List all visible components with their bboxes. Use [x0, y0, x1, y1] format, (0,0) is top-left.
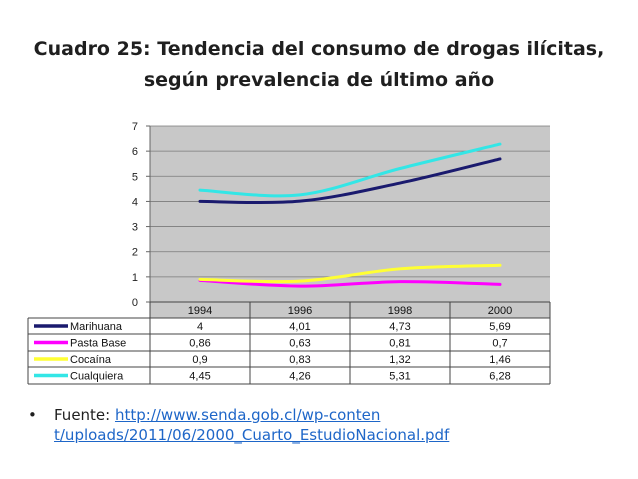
data-label-2-0: 0,9 — [192, 354, 207, 366]
data-label-3-2: 5,31 — [389, 371, 410, 383]
y-tick-label-2: 2 — [132, 247, 138, 259]
x-tick-label-0: 1994 — [188, 305, 212, 317]
source-label: Fuente: — [54, 406, 115, 424]
legend-label-2: Cocaína — [70, 354, 112, 366]
x-tick-label-1: 1996 — [288, 305, 312, 317]
source-link[interactable]: http://www.senda.gob.cl/wp-conten — [114, 406, 381, 424]
y-tick-label-1: 1 — [132, 272, 138, 284]
series-lines — [198, 142, 502, 288]
legend-label-1: Pasta Base — [70, 338, 126, 350]
y-axis: 0 1 2 3 4 5 6 7 — [132, 121, 151, 309]
bullet: • — [28, 406, 37, 424]
data-label-1-2: 0,81 — [389, 338, 410, 350]
data-label-0-2: 4,73 — [389, 321, 410, 333]
series-line-1 — [198, 278, 502, 288]
series-line-2 — [198, 263, 502, 284]
chart-title-line-2: según prevalencia de último año — [143, 69, 495, 91]
legend-label-0: Marihuana — [70, 321, 123, 333]
y-tick-label-3: 3 — [132, 222, 138, 234]
y-tick-label-5: 5 — [132, 171, 138, 183]
data-label-0-0: 4 — [197, 321, 203, 333]
source-link-continued[interactable]: t/uploads/2011/06/2000_Cuarto_EstudioNac… — [54, 426, 450, 444]
data-table: 1994 1996 1998 2000 Marihuana 4 4,01 4,73 5,69 Pa… — [27, 301, 551, 385]
gridlines — [150, 125, 550, 303]
series-line-3 — [198, 142, 502, 198]
data-label-3-0: 4,45 — [189, 371, 210, 383]
data-label-1-0: 0,86 — [189, 338, 210, 350]
chart-title-line-1: Cuadro 25: Tendencia del consumo de drog… — [33, 38, 605, 60]
data-label-2-1: 0,83 — [289, 354, 310, 366]
data-label-0-1: 4,01 — [289, 321, 310, 333]
x-tick-label-3: 2000 — [488, 305, 512, 317]
y-tick-label-6: 6 — [132, 146, 138, 158]
chart-title: Cuadro 25: Tendencia del consumo de drog… — [20, 34, 618, 96]
series-line-0 — [198, 157, 502, 205]
data-label-2-3: 1,46 — [489, 354, 510, 366]
data-label-3-3: 6,28 — [489, 371, 510, 383]
y-tick-label-7: 7 — [132, 121, 138, 133]
data-label-0-3: 5,69 — [489, 321, 510, 333]
data-label-3-1: 4,26 — [289, 371, 310, 383]
line-chart: 0 1 2 3 4 5 6 7 1994 1996 1998 2000 Marihuana 4 4,01 4… — [27, 121, 551, 385]
x-tick-label-2: 1998 — [388, 305, 412, 317]
data-label-1-3: 0,7 — [492, 338, 507, 350]
data-label-1-1: 0,63 — [289, 338, 310, 350]
legend-label-3: Cualquiera — [70, 371, 124, 383]
y-tick-label-0: 0 — [132, 297, 138, 309]
plot-background — [150, 126, 550, 302]
data-label-2-2: 1,32 — [389, 354, 410, 366]
y-tick-label-4: 4 — [132, 196, 138, 208]
